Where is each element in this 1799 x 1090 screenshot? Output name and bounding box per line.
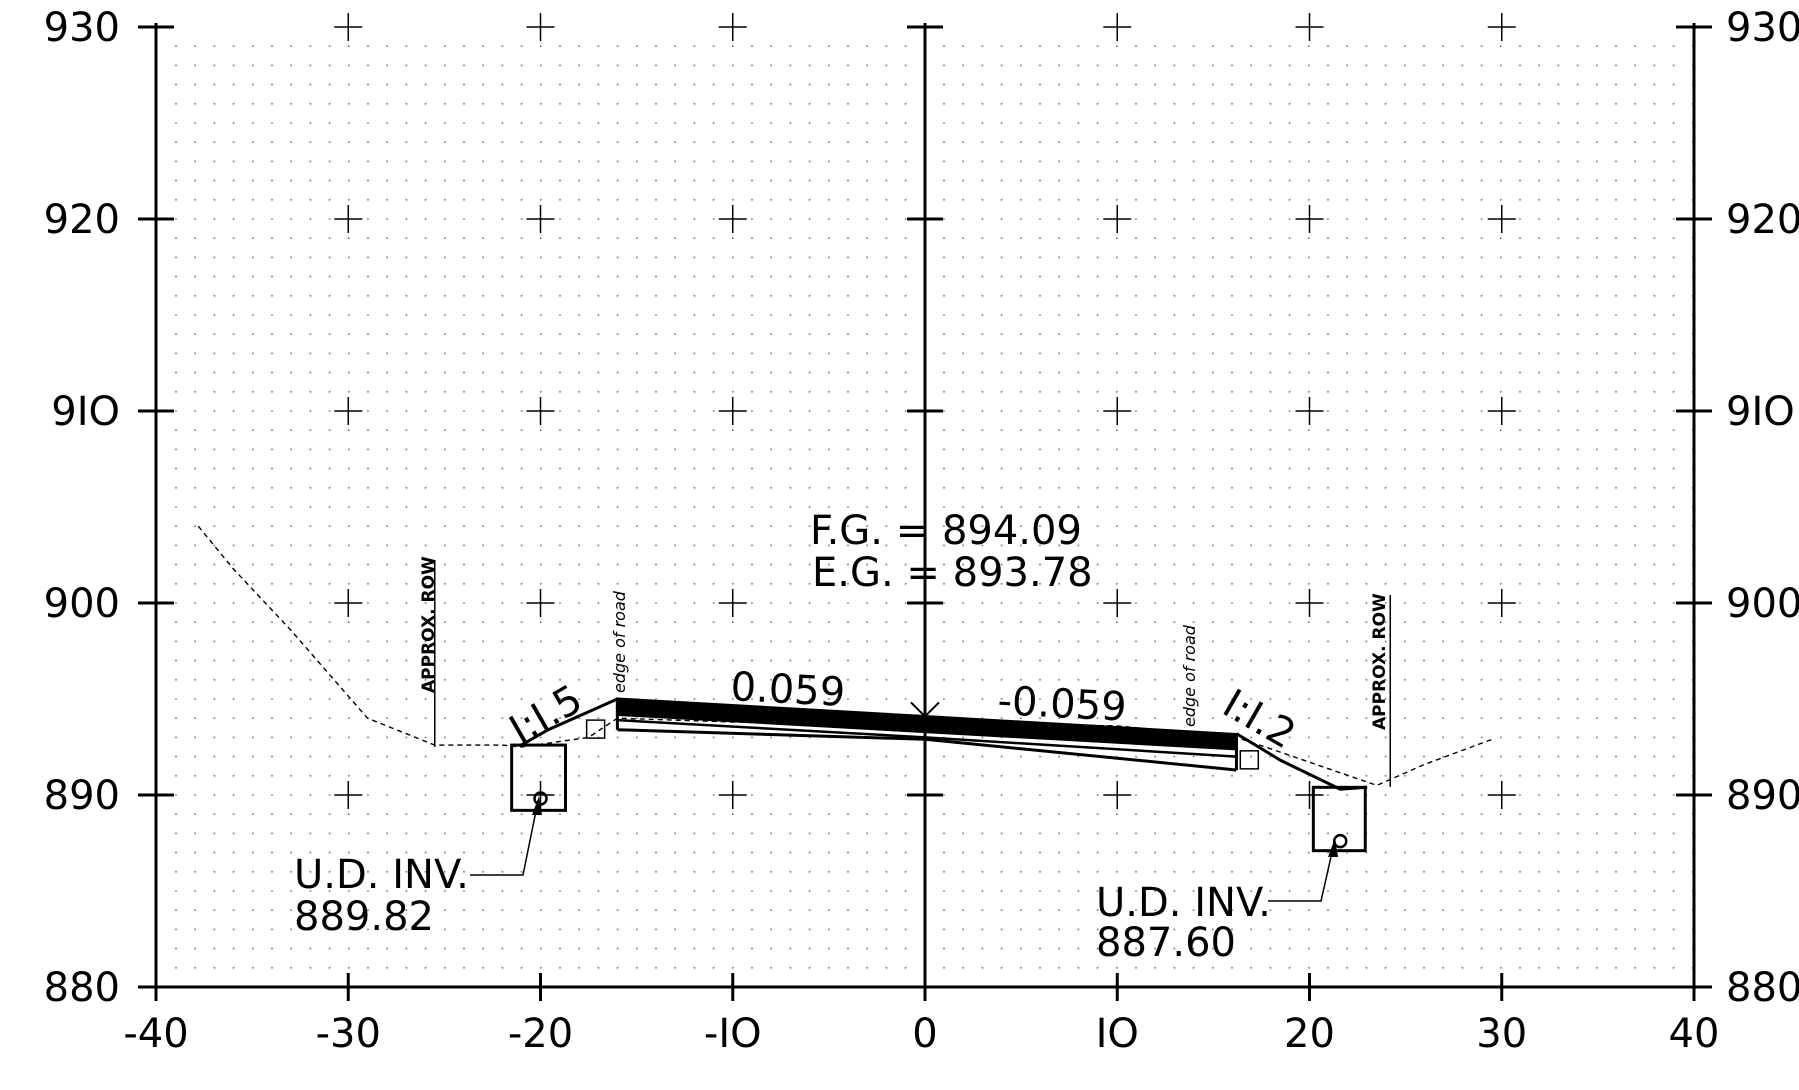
grid-cross (1103, 13, 1132, 41)
side-slope-left-label: I:I.5 (502, 676, 590, 753)
grid-cross (1295, 589, 1324, 617)
grid-cross (526, 589, 555, 617)
edge-right-label: edge of road (1180, 624, 1199, 727)
y-tick-label-left: 9IO (51, 389, 120, 435)
grid-cross (718, 781, 747, 809)
grid-dots (175, 45, 1694, 969)
ud-left-leader (470, 805, 538, 876)
x-tick-label: 30 (1476, 1011, 1527, 1057)
pavement-course (615, 697, 1238, 751)
y-tick-label-right: 920 (1726, 197, 1799, 243)
x-tick-label: 40 (1669, 1011, 1720, 1057)
ud-right-label-1: U.D. INV. (1096, 880, 1271, 926)
x-tick-label: -IO (704, 1011, 762, 1057)
ud-right-label-2: 887.60 (1096, 920, 1236, 966)
y-tick-label-right: 880 (1726, 965, 1799, 1011)
grid-cross (1295, 205, 1324, 233)
left-edge-hatch (585, 719, 606, 739)
grid-cross (526, 397, 555, 425)
grid-cross (334, 397, 363, 425)
ud-left-label-2: 889.82 (294, 894, 434, 940)
grid-cross (1487, 781, 1516, 809)
grid-cross (1295, 781, 1324, 809)
x-tick-label: 0 (912, 1011, 937, 1057)
y-tick-label-right: 890 (1726, 773, 1799, 819)
x-tick-label: 20 (1284, 1011, 1335, 1057)
y-tick-label-left: 890 (44, 773, 120, 819)
grid-cross (1103, 781, 1132, 809)
grid-cross (1103, 397, 1132, 425)
ud-right-leader (1268, 847, 1334, 902)
grid-cross (1487, 589, 1516, 617)
grid-cross (718, 589, 747, 617)
y-tick-label-left: 920 (44, 197, 120, 243)
slope-right-label: -0.059 (996, 678, 1127, 731)
existing-ground-line (197, 525, 1493, 787)
existing-ground (197, 525, 1493, 787)
edge-left-label: edge of road (610, 590, 629, 693)
proposed-section (434, 560, 1391, 902)
underdrain-trench (1311, 785, 1367, 853)
slope-left-label: 0.059 (729, 664, 846, 716)
y-tick-label-right: 900 (1726, 581, 1799, 627)
dot-grid (175, 13, 1694, 969)
grid-cross (526, 13, 555, 41)
grid-cross (1487, 205, 1516, 233)
grid-cross (1103, 589, 1132, 617)
grid-cross (334, 13, 363, 41)
grid-cross (334, 781, 363, 809)
grid-cross (526, 205, 555, 233)
mid-course-line (617, 718, 1237, 758)
grid-cross (718, 397, 747, 425)
grid-cross (718, 13, 747, 41)
row-left-label: APPROX. ROW (419, 556, 439, 693)
row-right-label: APPROX. ROW (1370, 593, 1390, 730)
grid-cross (1295, 13, 1324, 41)
fg-label: F.G. = 894.09 (810, 508, 1082, 554)
right-edge-hatch (1239, 750, 1260, 770)
left-shoulder-line (520, 697, 619, 747)
ud-left-arrow (532, 796, 542, 815)
grid-cross (1103, 205, 1132, 233)
ud-right-arrow (1328, 838, 1338, 857)
grid-cross (1295, 397, 1324, 425)
base-bottom-line (617, 728, 1237, 772)
grid-cross (334, 589, 363, 617)
y-tick-label-left: 900 (44, 581, 120, 627)
y-tick-label-right: 930 (1726, 5, 1799, 51)
axes (138, 23, 1712, 1001)
x-tick-label: -20 (508, 1011, 573, 1057)
grid-cross (334, 205, 363, 233)
eg-label: E.G. = 893.78 (812, 550, 1093, 596)
y-tick-label-left: 880 (44, 965, 120, 1011)
grid-cross (1487, 13, 1516, 41)
x-tick-label: -40 (123, 1011, 188, 1057)
underdrain-pipe (533, 791, 548, 806)
y-tick-label-left: 930 (44, 5, 120, 51)
x-tick-label: -30 (316, 1011, 381, 1057)
y-tick-label-right: 9IO (1726, 389, 1795, 435)
grid-cross (718, 205, 747, 233)
centerline-marker (910, 701, 940, 732)
ud-left-label-1: U.D. INV. (294, 852, 469, 898)
grid-cross (1487, 397, 1516, 425)
x-tick-label: IO (1096, 1011, 1139, 1057)
